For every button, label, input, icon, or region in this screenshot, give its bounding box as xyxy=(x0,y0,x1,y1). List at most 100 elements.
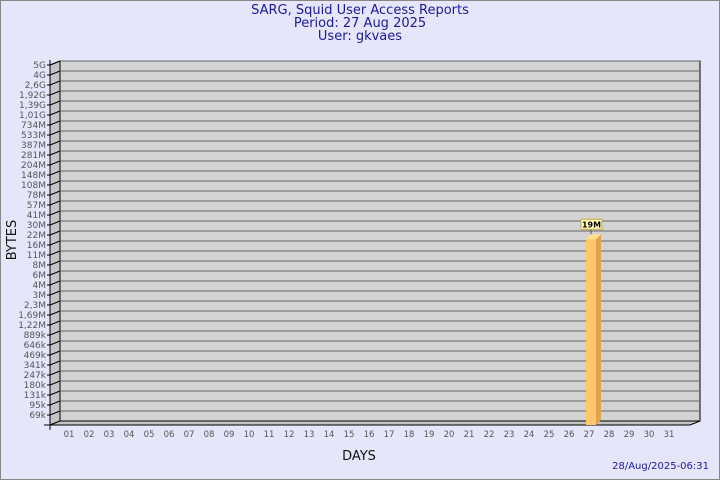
y-tick-label: 69k xyxy=(29,411,46,421)
x-tick-label: 09 xyxy=(224,430,235,440)
y-tick-depth xyxy=(49,70,61,76)
y-tick-depth xyxy=(49,90,61,96)
x-tick-label: 07 xyxy=(184,430,195,440)
generated-timestamp: 28/Aug/2025-06:31 xyxy=(612,461,709,472)
y-tick-label: 41M xyxy=(27,211,46,221)
y-tick-depth xyxy=(49,80,61,86)
y-tick-label: 247k xyxy=(24,371,47,381)
y-tick-depth xyxy=(49,400,61,406)
y-tick-depth xyxy=(49,310,61,316)
y-tick-depth xyxy=(49,120,61,126)
y-tick-label: 889k xyxy=(24,331,47,341)
y-tick-depth xyxy=(49,220,61,226)
y-tick-depth xyxy=(49,350,61,356)
y-tick-label: 4M xyxy=(33,281,47,291)
x-tick-label: 30 xyxy=(644,430,655,440)
y-tick-depth xyxy=(49,60,61,66)
x-tick-label: 02 xyxy=(84,430,95,440)
y-tick-label: 131k xyxy=(24,391,47,401)
x-tick-label: 23 xyxy=(504,430,515,440)
x-tick-label: 21 xyxy=(464,430,475,440)
y-tick-depth xyxy=(49,200,61,206)
y-tick-label: 57M xyxy=(27,201,46,211)
x-tick-label: 29 xyxy=(624,430,635,440)
x-tick-label: 26 xyxy=(564,430,575,440)
y-tick-label: 5G xyxy=(33,61,46,71)
x-tick-label: 08 xyxy=(204,430,215,440)
bar-side xyxy=(596,234,601,425)
y-tick-depth xyxy=(49,360,61,366)
x-tick-label: 06 xyxy=(164,430,175,440)
x-tick-label: 12 xyxy=(284,430,295,440)
y-tick-depth xyxy=(49,370,61,376)
y-tick-label: 204M xyxy=(21,161,46,171)
data-label-box xyxy=(580,218,603,230)
y-tick-label: 8M xyxy=(33,261,47,271)
y-tick-depth xyxy=(49,100,61,106)
y-tick-depth xyxy=(49,110,61,116)
plot-floor xyxy=(49,420,701,426)
x-tick-label: 03 xyxy=(104,430,115,440)
x-tick-label: 05 xyxy=(144,430,155,440)
y-tick-label: 646k xyxy=(24,341,47,351)
y-tick-depth xyxy=(49,170,61,176)
chart-user: User: gkvaes xyxy=(317,29,403,44)
x-tick-label: 25 xyxy=(544,430,555,440)
bar xyxy=(586,239,596,425)
x-tick-label: 10 xyxy=(244,430,255,440)
y-tick-label: 1,01G xyxy=(19,111,46,121)
y-tick-depth xyxy=(49,240,61,246)
y-tick-label: 11M xyxy=(27,251,46,261)
y-tick-label: 1,92G xyxy=(19,91,46,101)
x-tick-label: 24 xyxy=(524,430,535,440)
x-tick-label: 16 xyxy=(364,430,375,440)
y-tick-label: 78M xyxy=(27,191,46,201)
y-tick-label: 22M xyxy=(27,231,46,241)
y-tick-label: 4G xyxy=(33,71,46,81)
y-tick-label: 95k xyxy=(29,401,46,411)
x-axis-label: DAYS xyxy=(342,449,376,464)
y-tick-depth xyxy=(49,320,61,326)
y-tick-label: 469k xyxy=(24,351,47,361)
y-tick-depth xyxy=(49,290,61,296)
y-axis-label: BYTES xyxy=(5,220,20,261)
y-tick-label: 16M xyxy=(27,241,46,251)
y-tick-depth xyxy=(49,180,61,186)
y-tick-label: 2,3M xyxy=(24,301,46,311)
x-tick-label: 22 xyxy=(484,430,495,440)
y-tick-depth xyxy=(49,410,61,416)
y-tick-depth xyxy=(49,230,61,236)
y-tick-depth xyxy=(49,280,61,286)
y-tick-depth xyxy=(49,140,61,146)
x-tick-label: 14 xyxy=(324,430,335,440)
y-tick-depth xyxy=(49,340,61,346)
x-tick-label: 15 xyxy=(344,430,355,440)
x-tick-label: 27 xyxy=(584,430,595,440)
y-tick-depth xyxy=(49,130,61,136)
y-tick-depth xyxy=(49,300,61,306)
y-tick-depth xyxy=(49,160,61,166)
chart-title: SARG, Squid User Access Reports xyxy=(251,3,469,18)
y-tick-label: 281M xyxy=(21,151,46,161)
y-tick-depth xyxy=(49,270,61,276)
y-tick-depth xyxy=(49,190,61,196)
y-tick-label: 341k xyxy=(24,361,47,371)
x-tick-label: 20 xyxy=(444,430,455,440)
y-tick-label: 108M xyxy=(21,181,46,191)
y-tick-label: 2,6G xyxy=(25,81,46,91)
y-tick-label: 148M xyxy=(21,171,46,181)
y-tick-label: 1,22M xyxy=(18,321,46,331)
y-tick-depth xyxy=(49,150,61,156)
y-tick-label: 3M xyxy=(33,291,47,301)
x-tick-label: 17 xyxy=(384,430,395,440)
y-tick-depth xyxy=(49,380,61,386)
y-tick-label: 734M xyxy=(21,121,46,131)
y-tick-label: 1,69M xyxy=(18,311,46,321)
x-tick-label: 31 xyxy=(664,430,675,440)
x-tick-label: 18 xyxy=(404,430,415,440)
chart-period: Period: 27 Aug 2025 xyxy=(293,16,427,31)
y-tick-label: 387M xyxy=(21,141,46,151)
y-tick-label: 1,39G xyxy=(19,101,46,111)
x-tick-label: 13 xyxy=(304,430,315,440)
